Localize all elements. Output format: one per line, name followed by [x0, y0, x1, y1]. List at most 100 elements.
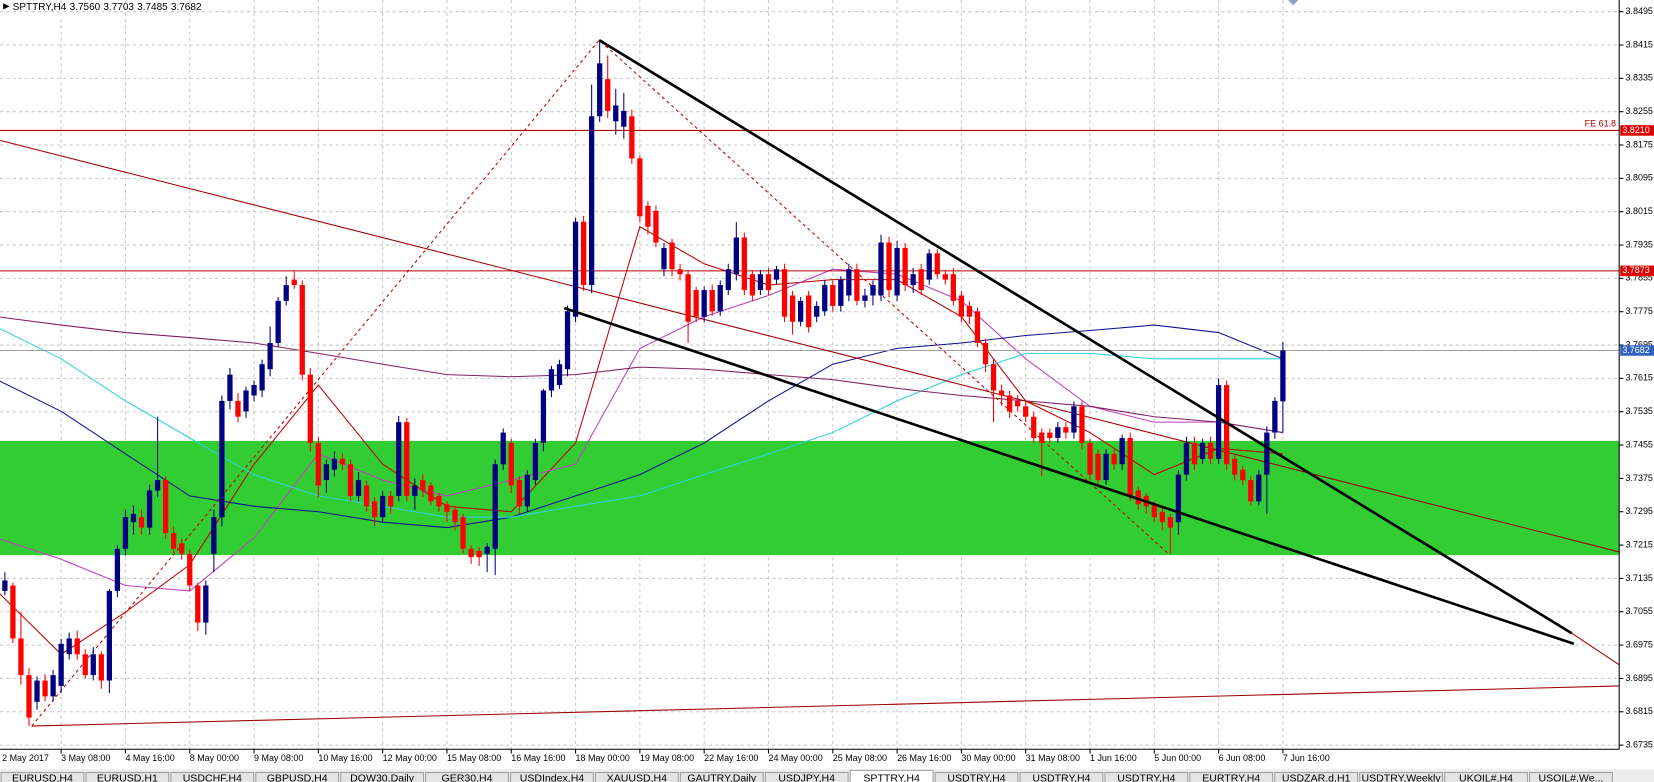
candle-body — [299, 285, 305, 375]
candle-body — [444, 504, 450, 512]
x-tick-label: 30 May 00:00 — [961, 753, 1015, 763]
candle-body — [580, 221, 587, 286]
tab-label[interactable]: SPTTRY,H4 — [863, 773, 920, 782]
tab[interactable] — [1444, 771, 1528, 782]
candle-body — [10, 585, 16, 639]
tab[interactable] — [510, 771, 594, 782]
candle-body — [629, 116, 635, 159]
tab[interactable] — [934, 771, 1019, 782]
tab[interactable] — [1359, 771, 1444, 782]
candle-body — [1240, 469, 1246, 481]
tab[interactable] — [764, 771, 849, 782]
header-icon — [3, 3, 10, 10]
candle-body — [355, 480, 362, 496]
tab[interactable] — [1019, 771, 1104, 782]
tab-label[interactable]: GAUTRY,Daily — [687, 773, 756, 782]
candle-body — [428, 485, 434, 502]
candle-body — [138, 517, 145, 528]
candle-body — [154, 480, 161, 491]
y-tick-label: 3.7775 — [1626, 306, 1653, 316]
tab[interactable] — [1189, 771, 1274, 782]
candle-body — [597, 63, 603, 117]
candle-body — [388, 495, 394, 507]
fibo-expansion — [31, 39, 1170, 727]
tab[interactable] — [1104, 771, 1189, 782]
zone-layer — [0, 440, 1620, 556]
tab-label[interactable]: EURUSD,H1 — [97, 773, 158, 782]
candle-body — [26, 675, 32, 718]
tab-label[interactable]: EURTRY,H4 — [1202, 773, 1260, 782]
candle-body — [50, 675, 56, 697]
tab-label[interactable]: GBPUSD,H4 — [267, 773, 328, 782]
tab-bar: EURUSD,H4 EURUSD,H1 USDCHF,H4 GBPUSD,H4 DOW3… — [0, 769, 1654, 782]
y-tick-label: 3.7455 — [1626, 439, 1653, 449]
level-label: 3.7873 — [1622, 265, 1649, 275]
candle-body — [275, 300, 281, 343]
tab-label[interactable]: USDIndex,H4 — [520, 773, 585, 782]
candle-body — [227, 374, 233, 401]
tab-label[interactable]: USOIL#,We... — [1539, 773, 1604, 782]
candle-body — [789, 295, 796, 322]
candle-body — [830, 285, 836, 306]
tab-label[interactable]: USDTRY,H4 — [947, 773, 1005, 782]
tab[interactable] — [679, 771, 764, 782]
tab[interactable] — [594, 771, 679, 782]
tab[interactable] — [0, 771, 85, 782]
level-box — [1620, 125, 1654, 136]
candle-body — [283, 285, 289, 301]
candle-body — [1039, 432, 1045, 443]
candle-body — [363, 485, 370, 507]
level-label: 3.8210 — [1622, 125, 1649, 135]
tab-label[interactable]: GER30,H4 — [442, 773, 493, 782]
candle-body — [781, 269, 788, 317]
x-tick-label: 15 May 08:00 — [447, 753, 501, 763]
tab-label[interactable]: EURUSD,H4 — [12, 773, 73, 782]
tab[interactable] — [255, 771, 340, 782]
y-tick-label: 3.7055 — [1626, 606, 1653, 616]
candle-body — [725, 269, 731, 291]
tab-label[interactable]: USDTRY,Weekly — [1362, 773, 1442, 782]
candle-body — [1207, 442, 1214, 459]
tab-label[interactable]: USDJPY,H4 — [778, 773, 835, 782]
x-tick-label: 3 May 08:00 — [61, 753, 110, 763]
candle-body — [1071, 406, 1077, 433]
candle-body — [637, 158, 643, 217]
candle-body — [114, 548, 121, 591]
candle-body — [171, 533, 177, 549]
tab-label[interactable]: USDTRY,H4 — [1032, 773, 1090, 782]
tab-label[interactable]: UKOIL#,H4 — [1459, 773, 1513, 782]
moving-average — [0, 328, 1283, 518]
tab[interactable] — [849, 769, 934, 782]
y-tick-label: 3.7855 — [1626, 273, 1653, 283]
candle-body — [902, 247, 908, 286]
tab[interactable] — [1274, 771, 1359, 782]
candle-body — [1280, 350, 1286, 402]
tab[interactable] — [85, 771, 170, 782]
candle-body — [452, 509, 458, 523]
moving-average — [0, 324, 1284, 529]
candle-body — [1127, 437, 1133, 496]
candle-body — [1111, 453, 1117, 465]
candle-body — [396, 422, 402, 496]
tab[interactable] — [340, 771, 425, 782]
tab[interactable] — [425, 771, 509, 782]
candle-body — [1103, 453, 1109, 481]
tab-label[interactable]: XAUUSD,H4 — [607, 773, 667, 782]
candle-body — [685, 274, 691, 322]
candle-body — [1183, 442, 1190, 475]
candle-body — [693, 290, 699, 317]
tab-label[interactable]: USDCHF,H4 — [183, 773, 242, 782]
tab-label[interactable]: USDZAR.d,H1 — [1282, 773, 1351, 782]
candle-body — [42, 680, 48, 697]
tab[interactable] — [1529, 771, 1613, 782]
tab[interactable] — [170, 771, 255, 782]
x-tick-label: 25 May 08:00 — [833, 753, 887, 763]
trend-line — [1571, 632, 1620, 666]
candle-body — [677, 269, 683, 275]
tab-label[interactable]: USDTRY,H4 — [1117, 773, 1175, 782]
tab-label[interactable]: DOW30,Daily — [350, 773, 415, 782]
candle-body — [1119, 437, 1125, 465]
x-tick-label: 7 Jun 16:00 — [1283, 753, 1330, 763]
y-tick-label: 3.8495 — [1626, 6, 1653, 16]
